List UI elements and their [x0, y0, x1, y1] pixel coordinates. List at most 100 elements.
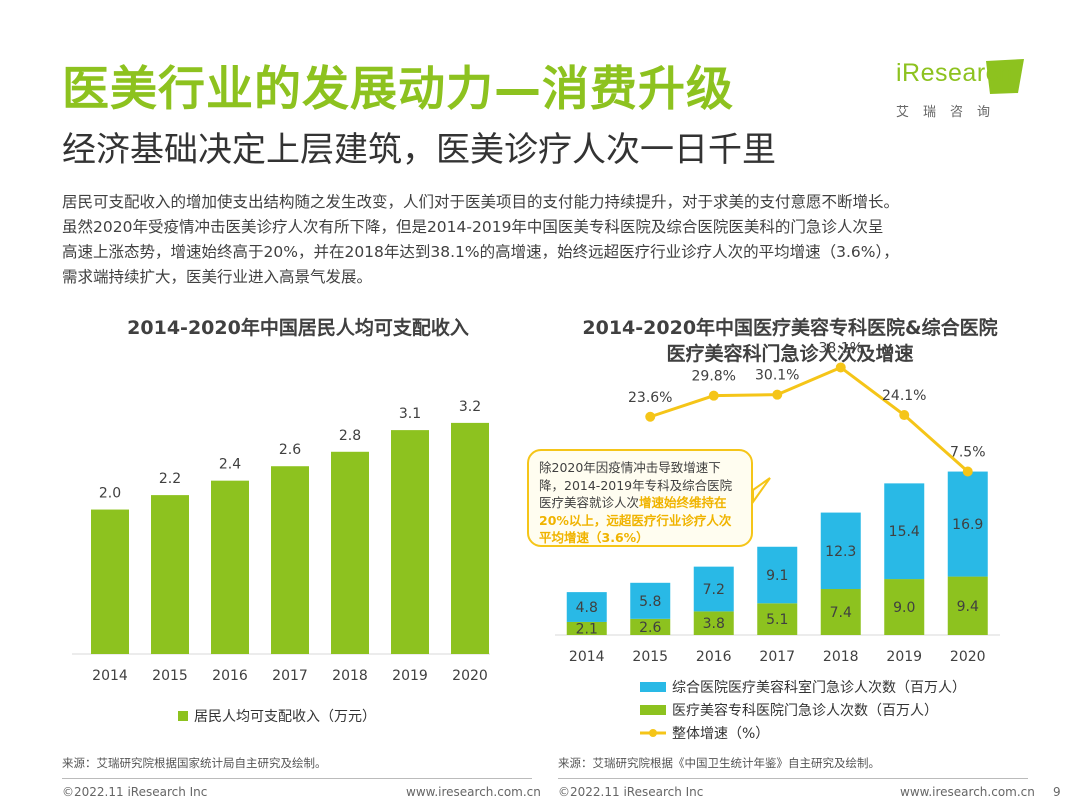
general-value-label: 15.4 — [889, 524, 920, 540]
annotation-text: 除2020年因疫情冲击导致增速下降，2014-2019年专科及综合医院医疗美容就… — [539, 460, 733, 510]
specialty-value-label: 5.1 — [766, 612, 788, 628]
intro-paragraph: 居民可支配收入的增加使支出结构随之发生改变，人们对于医美项目的支付能力持续提升，… — [62, 190, 1030, 290]
general-value-label: 4.8 — [576, 600, 598, 616]
general-value-label: 9.1 — [766, 568, 788, 584]
left-x-tick-label: 2019 — [392, 668, 428, 684]
growth-value-label: 24.1% — [882, 388, 926, 404]
income-bar — [451, 422, 489, 654]
legend-label-growth: 整体增速（%） — [672, 726, 770, 742]
specialty-value-label: 9.4 — [957, 599, 979, 615]
growth-point — [645, 411, 656, 422]
left-x-tick-label: 2014 — [92, 668, 128, 684]
legend-swatch-specialty — [640, 705, 666, 715]
general-bar — [884, 483, 925, 580]
growth-point — [835, 362, 846, 373]
right-chart-title-line1: 2014-2020年中国医疗美容专科医院&综合医院 — [582, 317, 998, 339]
left-source-note: 来源：艾瑞研究院根据国家统计局自主研究及绘制。 — [62, 756, 327, 770]
right-x-tick-label: 2015 — [632, 649, 668, 665]
right-x-tick-label: 2019 — [886, 649, 922, 665]
general-bar — [820, 512, 861, 590]
income-bar — [91, 509, 129, 654]
footer-divider-right — [558, 778, 1028, 779]
left-x-tick-label: 2017 — [272, 668, 308, 684]
specialty-value-label: 2.1 — [576, 621, 598, 637]
footer-url-left[interactable]: www.iresearch.com.cn — [406, 785, 541, 799]
intro-line: 居民可支配收入的增加使支出结构随之发生改变，人们对于医美项目的支付能力持续提升，… — [62, 193, 900, 211]
footer-copyright-left: ©2022.11 iResearch Inc — [62, 785, 208, 799]
annotation-callout: 除2020年因疫情冲击导致增速下降，2014-2019年专科及综合医院医疗美容就… — [527, 449, 753, 547]
right-x-tick-label: 2020 — [950, 649, 986, 665]
income-bar — [271, 466, 309, 654]
left-legend: 居民人均可支配收入（万元） — [178, 706, 376, 726]
income-bar — [391, 430, 429, 654]
right-x-tick-label: 2018 — [823, 649, 859, 665]
growth-value-label: 38.1% — [819, 340, 863, 356]
specialty-value-label: 3.8 — [703, 616, 725, 632]
general-bar — [630, 582, 671, 619]
legend-label-general: 综合医院医疗美容科室门急诊人次数（百万人） — [672, 680, 966, 696]
general-value-label: 12.3 — [825, 544, 856, 560]
right-x-tick-label: 2014 — [569, 649, 605, 665]
logo-subtext: 艾瑞咨询 — [896, 105, 1005, 120]
left-chart-title: 2014-2020年中国居民人均可支配收入 — [127, 317, 469, 339]
footer-divider-left — [62, 778, 532, 779]
left-x-tick-label: 2020 — [452, 668, 488, 684]
general-bar — [757, 546, 798, 604]
logo-banner-icon — [892, 59, 1024, 95]
general-value-label: 16.9 — [952, 517, 983, 533]
legend-swatch-income — [178, 711, 188, 721]
specialty-bar — [757, 603, 798, 635]
specialty-bar — [630, 618, 671, 635]
specialty-bar — [820, 589, 861, 635]
left-x-tick-label: 2016 — [212, 668, 248, 684]
income-value-label: 2.8 — [339, 428, 361, 444]
income-value-label: 2.2 — [159, 471, 181, 487]
general-bar — [566, 592, 607, 622]
income-value-label: 3.1 — [399, 406, 421, 422]
right-x-tick-label: 2017 — [759, 649, 795, 665]
right-legend-general: 综合医院医疗美容科室门急诊人次数（百万人） — [640, 677, 966, 697]
footer-copyright-right: ©2022.11 iResearch Inc — [558, 785, 704, 799]
income-bar — [331, 451, 369, 654]
growth-point — [962, 466, 973, 477]
page-number: 9 — [1053, 785, 1061, 799]
growth-value-label: 30.1% — [755, 368, 799, 384]
growth-point — [708, 390, 719, 401]
specialty-value-label: 9.0 — [893, 600, 915, 616]
general-bar — [947, 471, 988, 577]
page-title: 医美行业的发展动力—消费升级 — [62, 62, 734, 117]
general-bar — [693, 566, 734, 612]
specialty-value-label: 7.4 — [830, 605, 852, 621]
specialty-bar — [693, 611, 734, 635]
right-source-note: 来源：艾瑞研究院根据《中国卫生统计年鉴》自主研究及绘制。 — [558, 756, 880, 770]
intro-line: 需求端持续扩大，医美行业进入高景气发展。 — [62, 268, 373, 286]
intro-line: 高速上涨态势，增速始终高于20%，并在2018年达到38.1%的高增速，始终远超… — [62, 243, 899, 261]
logo-text: iResearch — [896, 59, 1014, 87]
page-subtitle: 经济基础决定上层建筑，医美诊疗人次一日千里 — [62, 130, 776, 170]
income-bar — [151, 495, 189, 654]
specialty-bar — [947, 576, 988, 635]
income-bar — [211, 480, 249, 654]
growth-value-label: 29.8% — [692, 369, 736, 385]
income-value-label: 2.4 — [219, 457, 241, 473]
intro-line: 虽然2020年受疫情冲击医美诊疗人次有所下降，但是2014-2019年中国医美专… — [62, 218, 884, 236]
legend-swatch-growth — [640, 729, 666, 737]
income-value-label: 2.6 — [279, 442, 301, 458]
right-x-tick-label: 2016 — [696, 649, 732, 665]
specialty-value-label: 2.6 — [639, 620, 661, 636]
callout-pointer-icon — [752, 477, 771, 506]
growth-point — [899, 410, 910, 421]
general-value-label: 7.2 — [703, 582, 725, 598]
growth-point — [772, 389, 783, 400]
right-chart-title-line2: 医疗美容科门急诊人次及增速 — [666, 343, 914, 365]
income-value-label: 2.0 — [99, 486, 121, 502]
legend-swatch-general — [640, 682, 666, 692]
right-legend-growth: 整体增速（%） — [640, 723, 769, 743]
iresearch-logo: iResearch 艾瑞咨询 — [890, 57, 1030, 127]
general-value-label: 5.8 — [639, 594, 661, 610]
legend-label-income: 居民人均可支配收入（万元） — [194, 709, 376, 725]
footer-url-right[interactable]: www.iresearch.com.cn — [900, 785, 1035, 799]
income-value-label: 3.2 — [459, 399, 481, 415]
specialty-bar — [566, 621, 607, 635]
